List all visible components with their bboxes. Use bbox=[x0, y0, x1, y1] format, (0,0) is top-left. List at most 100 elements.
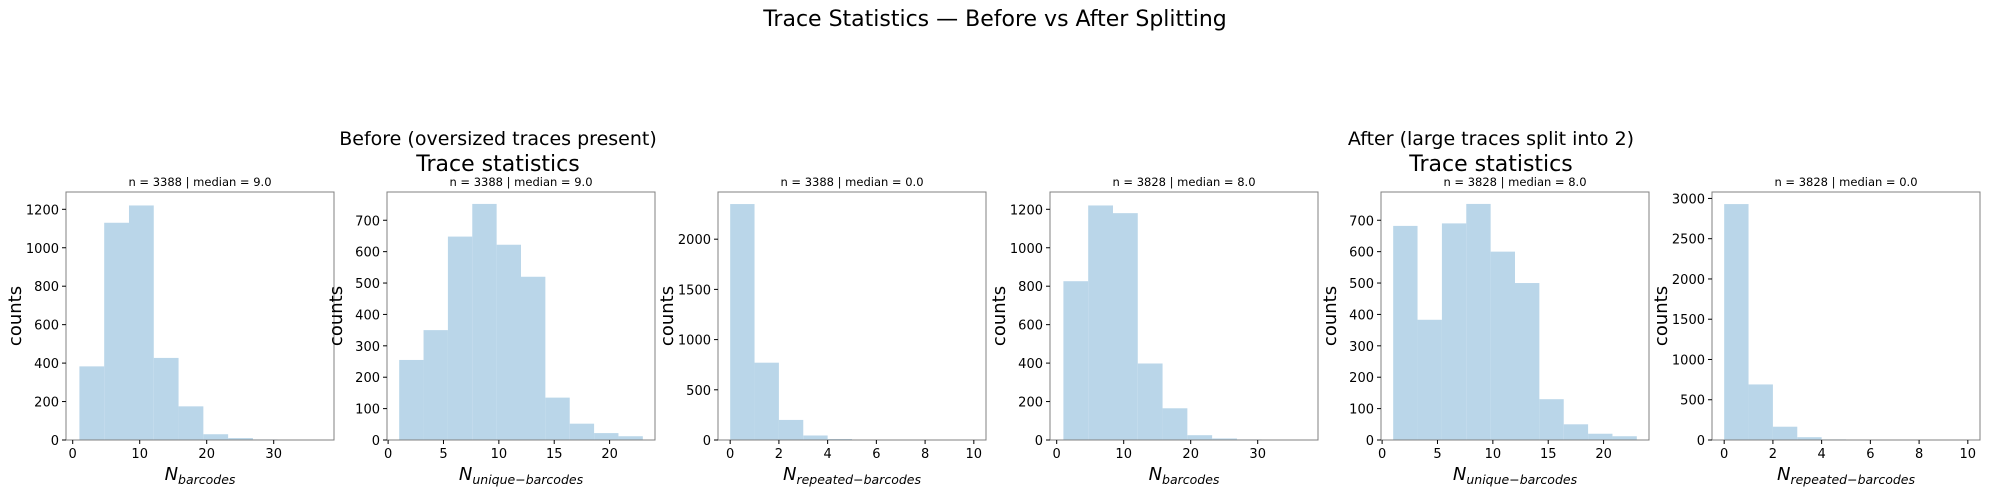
y-axis-label: counts bbox=[989, 286, 1010, 346]
histogram-bar bbox=[730, 204, 755, 440]
histogram-bar bbox=[827, 438, 852, 440]
histogram-bar bbox=[1212, 438, 1237, 440]
plot-frame bbox=[1049, 191, 1319, 441]
histogram-bar bbox=[1112, 213, 1138, 440]
histogram-bar bbox=[1748, 384, 1773, 440]
x-tick-label: 0 bbox=[726, 447, 734, 462]
x-tick-label: 0 bbox=[1378, 447, 1386, 462]
y-tick-label: 2000 bbox=[678, 233, 711, 248]
y-tick-label: 3000 bbox=[1672, 192, 1705, 207]
histogram-bar bbox=[178, 406, 204, 440]
y-tick-label: 0 bbox=[372, 434, 380, 449]
histogram-bar bbox=[778, 419, 804, 440]
x-tick-label: 30 bbox=[265, 447, 282, 462]
histogram-bar bbox=[618, 436, 643, 440]
histogram-bar bbox=[1417, 319, 1442, 440]
histogram-bar bbox=[1588, 433, 1613, 440]
y-tick-label: 600 bbox=[355, 246, 380, 261]
y-tick-label: 600 bbox=[1018, 319, 1043, 334]
panel-title: n = 3828 | median = 8.0 bbox=[1443, 175, 1586, 189]
x-tick-label: 10 bbox=[491, 447, 508, 462]
histogram-bar bbox=[1063, 281, 1089, 440]
y-tick-label: 300 bbox=[1349, 340, 1374, 355]
group-title-before: Before (oversized traces present) bbox=[339, 128, 657, 150]
x-tick-label: 6 bbox=[872, 447, 880, 462]
y-axis-label: counts bbox=[657, 286, 678, 346]
y-tick-label: 200 bbox=[355, 371, 380, 386]
histogram-bar bbox=[1441, 223, 1467, 440]
y-tick-label: 1200 bbox=[26, 203, 59, 218]
x-tick-label: 2 bbox=[775, 447, 783, 462]
x-tick-label: 10 bbox=[131, 447, 148, 462]
histogram-bar bbox=[1466, 203, 1491, 440]
x-tick-label: 20 bbox=[601, 447, 618, 462]
y-axis-label: counts bbox=[5, 286, 26, 346]
y-axis-label: counts bbox=[1651, 286, 1672, 346]
histogram-bar bbox=[1797, 437, 1822, 440]
histogram-bar bbox=[569, 423, 595, 440]
x-tick-label: 15 bbox=[546, 447, 563, 462]
y-tick-label: 0 bbox=[1035, 434, 1043, 449]
y-tick-label: 1500 bbox=[678, 283, 711, 298]
x-tick-label: 8 bbox=[921, 447, 929, 462]
histogram-bar bbox=[153, 357, 179, 440]
histogram-panel-3: 0 2 4 6 8 10 0 500 1000 1500 2000 n = 3388 | median… bbox=[657, 175, 987, 487]
histogram-bar bbox=[1563, 424, 1589, 440]
histogram-bar bbox=[203, 434, 229, 440]
y-tick-label: 2500 bbox=[1672, 233, 1705, 248]
y-tick-label: 100 bbox=[1349, 403, 1374, 418]
x-tick-label: 0 bbox=[1053, 447, 1061, 462]
y-tick-label: 500 bbox=[355, 277, 380, 292]
y-tick-label: 0 bbox=[1366, 434, 1374, 449]
x-tick-label: 20 bbox=[198, 447, 215, 462]
y-tick-label: 700 bbox=[355, 214, 380, 229]
y-tick-label: 200 bbox=[1018, 396, 1043, 411]
x-axis-label: Nrepeated−barcodes bbox=[1777, 464, 1915, 487]
panel-title: n = 3828 | median = 0.0 bbox=[1774, 175, 1917, 189]
x-tick-label: 5 bbox=[439, 447, 447, 462]
histogram-bar bbox=[594, 433, 619, 440]
y-tick-label: 800 bbox=[1018, 280, 1043, 295]
plot-frame bbox=[1711, 191, 1981, 441]
y-tick-label: 500 bbox=[686, 384, 711, 399]
histogram-bar bbox=[1162, 408, 1188, 440]
histogram-bar bbox=[79, 366, 105, 440]
y-tick-label: 0 bbox=[703, 434, 711, 449]
x-tick-label: 10 bbox=[1485, 447, 1502, 462]
x-axis-label: Nbarcodes bbox=[165, 464, 236, 487]
y-tick-label: 400 bbox=[34, 357, 59, 372]
histogram-bar bbox=[399, 359, 424, 440]
y-tick-label: 400 bbox=[1018, 357, 1043, 372]
histogram-bar bbox=[545, 397, 570, 440]
y-axis-label: counts bbox=[1320, 286, 1341, 346]
histogram-panel-6: 0 2 4 6 8 10 0 500 1000 1500 2000 2500 3000 n = 3828 … bbox=[1651, 175, 1981, 487]
x-axis-label: Nunique−barcodes bbox=[1453, 464, 1578, 487]
histogram-bar bbox=[1612, 436, 1637, 440]
y-tick-label: 700 bbox=[1349, 214, 1374, 229]
histogram-panel-4: 0 10 20 30 0 200 400 600 800 1000 1200 n = 3828 | m… bbox=[989, 175, 1319, 487]
x-tick-label: 0 bbox=[69, 447, 77, 462]
histogram-bar bbox=[1393, 225, 1418, 440]
y-tick-label: 400 bbox=[1349, 308, 1374, 323]
x-tick-label: 10 bbox=[1960, 447, 1977, 462]
panel-title: n = 3388 | median = 0.0 bbox=[780, 175, 923, 189]
y-tick-label: 0 bbox=[1697, 434, 1705, 449]
x-axis-label: Nbarcodes bbox=[1149, 464, 1220, 487]
y-tick-label: 600 bbox=[1349, 246, 1374, 261]
y-tick-label: 300 bbox=[355, 340, 380, 355]
histogram-bar bbox=[1137, 363, 1163, 440]
histogram-bar bbox=[803, 435, 828, 440]
plot-frame bbox=[717, 191, 987, 441]
histogram-bar bbox=[447, 236, 473, 440]
y-tick-label: 800 bbox=[34, 280, 59, 295]
group-title-after: After (large traces split into 2) bbox=[1348, 128, 1634, 150]
histogram-bar bbox=[1490, 251, 1515, 440]
x-axis-label: Nunique−barcodes bbox=[459, 464, 584, 487]
y-tick-label: 1000 bbox=[26, 242, 59, 257]
y-tick-label: 1000 bbox=[1672, 353, 1705, 368]
panel-title: n = 3388 | median = 9.0 bbox=[128, 175, 271, 189]
histogram-bar bbox=[1772, 426, 1798, 440]
y-axis-label: counts bbox=[326, 286, 347, 346]
